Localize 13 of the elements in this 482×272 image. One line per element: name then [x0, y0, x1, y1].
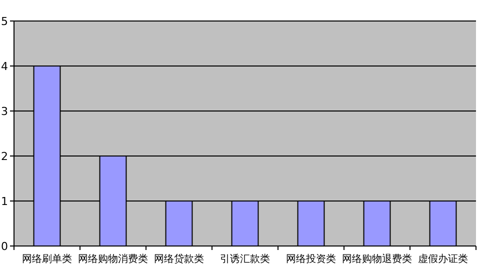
y-tick-label: 0 — [1, 240, 8, 253]
y-tick-label: 3 — [1, 105, 8, 118]
x-tick-label: 网络购物消费类 — [78, 253, 148, 265]
x-tick-label: 虚假办证类 — [418, 253, 468, 265]
y-tick-label: 2 — [1, 150, 8, 163]
y-tick-label: 4 — [1, 60, 8, 73]
x-tick-label: 网络购物退费类 — [342, 253, 412, 265]
x-tick-label: 网络贷款类 — [154, 253, 204, 265]
x-tick-label: 引诱汇款类 — [220, 253, 270, 265]
y-tick-label: 1 — [1, 195, 8, 208]
y-tick-label: 5 — [1, 15, 8, 28]
x-tick-label: 网络投资类 — [286, 253, 336, 265]
x-tick-label: 网络刷单类 — [22, 253, 72, 265]
